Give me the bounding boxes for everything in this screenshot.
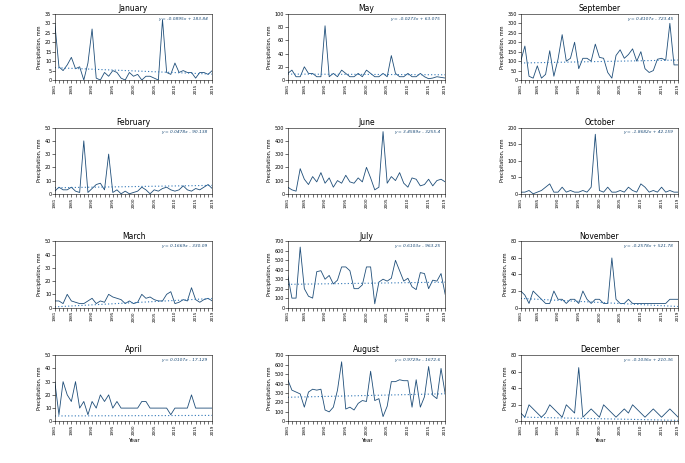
- Y-axis label: Precipitation, mm: Precipitation, mm: [267, 139, 272, 182]
- X-axis label: Year: Year: [127, 438, 139, 443]
- Text: y = 0.9729x - 1672.6: y = 0.9729x - 1672.6: [394, 358, 440, 362]
- Y-axis label: Precipitation, mm: Precipitation, mm: [500, 139, 505, 182]
- Title: May: May: [358, 4, 375, 13]
- Text: y = -0.1036x + 210.36: y = -0.1036x + 210.36: [623, 358, 673, 362]
- Text: y = -0.0895x + 183.84: y = -0.0895x + 183.84: [158, 17, 208, 20]
- Title: October: October: [584, 118, 614, 127]
- Y-axis label: Precipitation, mm: Precipitation, mm: [500, 25, 505, 69]
- Text: y = 3.4589x - 3255.4: y = 3.4589x - 3255.4: [394, 130, 440, 134]
- Title: July: July: [360, 232, 373, 241]
- Text: y = -0.2578x + 521.78: y = -0.2578x + 521.78: [623, 244, 673, 248]
- Text: y = 0.0478x - 90.138: y = 0.0478x - 90.138: [161, 130, 208, 134]
- Text: y = 0.4107x - 723.45: y = 0.4107x - 723.45: [627, 17, 673, 20]
- Title: September: September: [578, 4, 621, 13]
- Y-axis label: Precipitation, mm: Precipitation, mm: [267, 25, 272, 69]
- Title: January: January: [119, 4, 148, 13]
- Text: y = 0.0107x - 17.129: y = 0.0107x - 17.129: [161, 358, 208, 362]
- Y-axis label: Precipitation, mm: Precipitation, mm: [503, 253, 508, 296]
- Y-axis label: Precipitation, mm: Precipitation, mm: [37, 139, 42, 182]
- Title: April: April: [125, 345, 142, 354]
- X-axis label: Year: Year: [361, 438, 372, 443]
- Y-axis label: Precipitation, mm: Precipitation, mm: [503, 367, 508, 410]
- Text: y = 0.1669x - 330.09: y = 0.1669x - 330.09: [161, 244, 208, 248]
- Title: June: June: [358, 118, 375, 127]
- Y-axis label: Precipitation, mm: Precipitation, mm: [267, 367, 272, 410]
- Title: February: February: [116, 118, 151, 127]
- Text: y = -0.0273x + 63.075: y = -0.0273x + 63.075: [390, 17, 440, 20]
- Y-axis label: Precipitation, mm: Precipitation, mm: [37, 25, 42, 69]
- Y-axis label: Precipitation, mm: Precipitation, mm: [37, 367, 42, 410]
- Title: March: March: [122, 232, 145, 241]
- X-axis label: Year: Year: [594, 438, 606, 443]
- Text: y = 0.6103x - 963.25: y = 0.6103x - 963.25: [394, 244, 440, 248]
- Y-axis label: Precipitation, mm: Precipitation, mm: [37, 253, 42, 296]
- Title: November: November: [580, 232, 619, 241]
- Title: August: August: [353, 345, 380, 354]
- Text: y = -1.8682x + 42.159: y = -1.8682x + 42.159: [623, 130, 673, 134]
- Y-axis label: Precipitation, mm: Precipitation, mm: [267, 253, 272, 296]
- Title: December: December: [580, 345, 619, 354]
